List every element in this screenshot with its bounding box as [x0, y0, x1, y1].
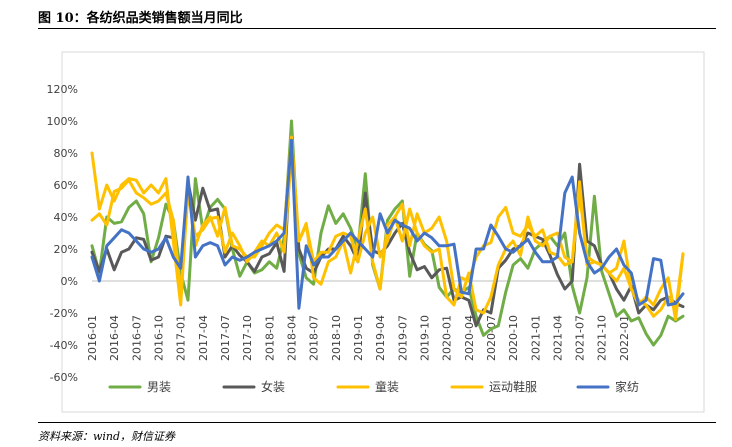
source-note: 资料来源：wind，财信证券 — [38, 430, 176, 443]
y-tick-label: 0% — [61, 275, 78, 288]
x-tick-label: 2019-04 — [374, 315, 387, 361]
y-tick-label: -20% — [50, 307, 78, 320]
legend-label: 女装 — [261, 379, 285, 394]
x-tick-label: 2020-07 — [485, 315, 498, 361]
legend-label: 运动鞋服 — [489, 379, 537, 394]
x-tick-label: 2018-07 — [308, 315, 321, 361]
series-lines — [90, 119, 685, 347]
x-tick-label: 2022-01 — [618, 315, 631, 361]
title-rule — [38, 28, 716, 29]
series-line-男装 — [90, 119, 685, 347]
legend-label: 童装 — [375, 379, 399, 394]
y-tick-label: -40% — [50, 339, 78, 352]
legend-label: 家纺 — [615, 379, 639, 394]
x-tick-label: 2020-01 — [441, 315, 454, 361]
x-tick-label: 2016-07 — [130, 315, 143, 361]
x-tick-label: 2019-10 — [418, 315, 431, 361]
legend-label: 男装 — [147, 380, 171, 394]
figure-title: 图 10：各纺织品类销售额当月同比 — [38, 11, 243, 26]
x-tick-label: 2018-10 — [330, 315, 343, 361]
x-tick-label: 2018-04 — [285, 315, 298, 361]
source-rule — [38, 422, 716, 423]
x-tick-label: 2021-04 — [551, 315, 564, 361]
x-tick-label: 2021-10 — [596, 315, 609, 361]
x-tick-label: 2016-10 — [152, 315, 165, 361]
legend: 男装 女装 童装 运动鞋服 家纺 — [108, 379, 639, 394]
x-tick-label: 2021-01 — [529, 315, 542, 361]
x-tick-label: 2017-01 — [175, 315, 188, 361]
x-tick-label: 2018-01 — [263, 315, 276, 361]
x-tick-label: 2020-10 — [507, 315, 520, 361]
x-tick-label: 2017-04 — [197, 315, 210, 361]
x-axis: 2016-01 2016-04 2016-07 2016-10 2017-01 2017-… — [86, 280, 683, 361]
y-tick-label: 120% — [47, 83, 78, 96]
x-tick-label: 2020-04 — [463, 315, 476, 361]
y-tick-label: 60% — [54, 179, 78, 192]
plot-frame — [61, 51, 705, 413]
y-tick-label: 100% — [47, 115, 78, 128]
x-tick-label: 2016-04 — [108, 315, 121, 361]
series-line-家纺 — [90, 138, 685, 310]
x-tick-label: 2017-10 — [241, 315, 254, 361]
x-tick-label: 2017-07 — [219, 315, 232, 361]
y-tick-label: 20% — [54, 243, 78, 256]
y-tick-label: 40% — [54, 211, 78, 224]
y-tick-label: 80% — [54, 147, 78, 160]
x-tick-label: 2019-01 — [352, 315, 365, 361]
y-tick-label: -60% — [50, 371, 78, 384]
x-tick-label: 2021-07 — [574, 315, 587, 361]
x-tick-label: 2019-07 — [396, 315, 409, 361]
x-tick-label: 2016-01 — [86, 315, 99, 361]
y-axis: -60% -40% -20% 0% 20% 40% 60% 80% 100% 120% — [47, 83, 78, 384]
